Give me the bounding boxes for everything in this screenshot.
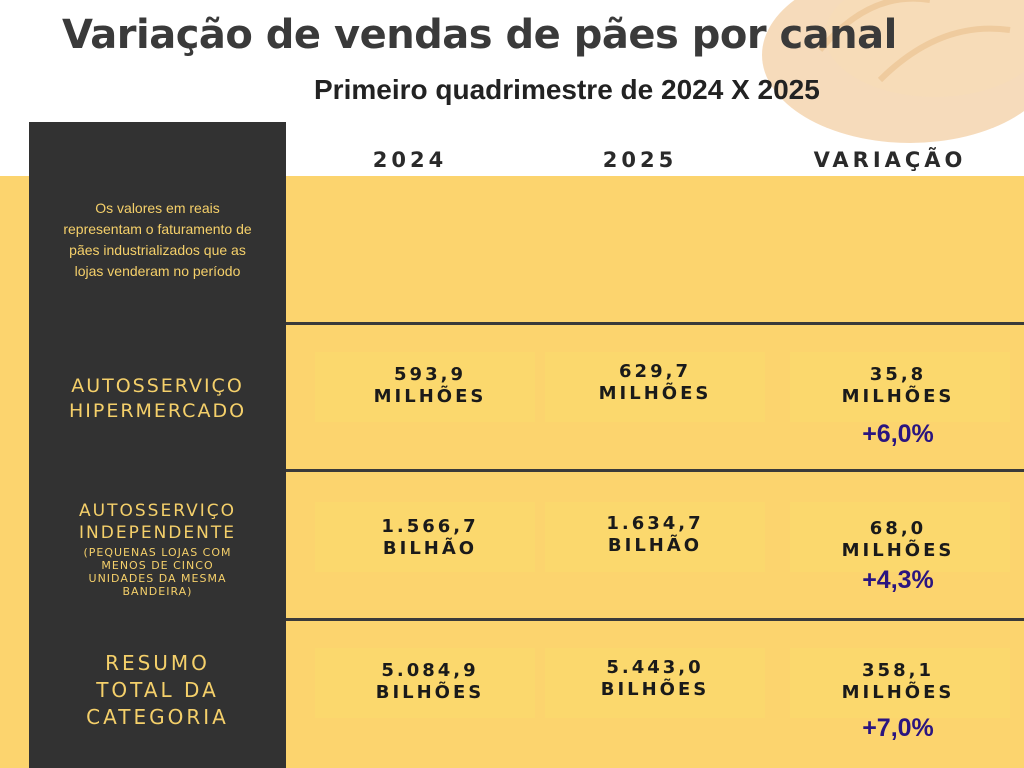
value-variation-resumo: 358,1 MILHÕES bbox=[841, 660, 955, 703]
value-variation-hipermercado: 35,8 MILHÕES bbox=[841, 364, 955, 407]
value-2025-independente: 1.634,7 BILHÃO bbox=[606, 513, 704, 556]
row-label-hipermercado: AUTOSSERVIÇO HIPERMERCADO bbox=[29, 374, 286, 424]
value-2024-hipermercado: 593,9 MILHÕES bbox=[373, 364, 487, 407]
column-header-2025: 2025 bbox=[602, 148, 678, 172]
value-2024-independente: 1.566,7 BILHÃO bbox=[381, 516, 479, 559]
row-label-resumo: RESUMO TOTAL DA CATEGORIA bbox=[29, 650, 286, 731]
row-sublabel-text: (PEQUENAS LOJAS COM MENOS DE CINCO UNIDA… bbox=[83, 546, 232, 598]
row-label-independente: AUTOSSERVIÇO INDEPENDENTE (PEQUENAS LOJA… bbox=[29, 500, 286, 598]
cell-box bbox=[545, 502, 765, 572]
value-2025-resumo: 5.443,0 BILHÕES bbox=[600, 657, 710, 700]
cell-box bbox=[790, 352, 1010, 422]
percent-hipermercado: +6,0% bbox=[862, 420, 934, 448]
row-divider bbox=[286, 469, 1024, 472]
column-header-variation: VARIAÇÃO bbox=[813, 148, 967, 172]
cell-box bbox=[790, 502, 1010, 572]
percent-independente: +4,3% bbox=[862, 566, 934, 594]
page-title: Variação de vendas de pães por canal bbox=[62, 12, 897, 58]
column-header-2024: 2024 bbox=[372, 148, 448, 172]
row-divider bbox=[286, 618, 1024, 621]
row-label-text: AUTOSSERVIÇO INDEPENDENTE bbox=[79, 501, 236, 543]
cell-box bbox=[790, 648, 1010, 718]
row-divider bbox=[286, 322, 1024, 325]
value-variation-independente: 68,0 MILHÕES bbox=[841, 518, 955, 561]
bread-image bbox=[762, 0, 1024, 143]
percent-resumo: +7,0% bbox=[862, 714, 934, 742]
cell-box bbox=[315, 352, 535, 422]
cell-box bbox=[545, 352, 765, 422]
sidebar-note: Os valores em reais representam o fatura… bbox=[63, 200, 252, 279]
cell-box bbox=[315, 648, 535, 718]
value-2025-hipermercado: 629,7 MILHÕES bbox=[598, 361, 712, 404]
cell-box bbox=[545, 648, 765, 718]
cell-box bbox=[315, 502, 535, 572]
row-label-text: RESUMO TOTAL DA CATEGORIA bbox=[86, 651, 229, 729]
value-2024-resumo: 5.084,9 BILHÕES bbox=[375, 660, 485, 703]
page-subtitle: Primeiro quadrimestre de 2024 X 2025 bbox=[314, 74, 820, 105]
sidebar: Os valores em reais representam o fatura… bbox=[29, 122, 286, 768]
row-label-text: AUTOSSERVIÇO HIPERMERCADO bbox=[68, 375, 247, 422]
